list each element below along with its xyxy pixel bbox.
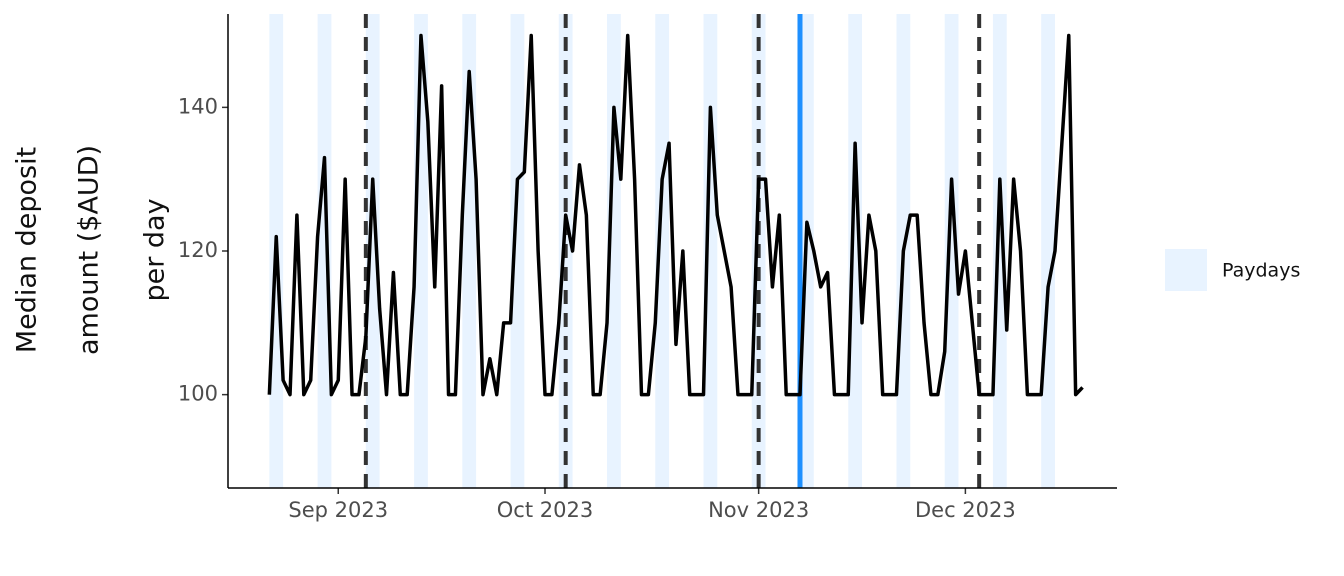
y-tick-label: 140: [178, 94, 218, 118]
payday-band: [365, 14, 380, 488]
data-line: [267, 33, 1084, 397]
payday-band: [1041, 14, 1055, 488]
y-tick-label: 100: [178, 382, 218, 406]
payday-band: [510, 14, 525, 488]
x-tick-label: Oct 2023: [497, 498, 593, 522]
legend-label: Paydays: [1222, 260, 1300, 282]
payday-band: [992, 14, 1007, 488]
y-tick-label: 120: [178, 238, 218, 262]
y-axis-title: Median deposit amount ($AUD) per day: [12, 145, 171, 355]
payday-band: [317, 14, 332, 488]
y-label-line: Median deposit: [12, 147, 43, 353]
x-tick-label: Nov 2023: [708, 498, 809, 522]
payday-band: [703, 14, 718, 488]
x-tick-label: Sep 2023: [288, 498, 388, 522]
y-label-line: per day: [140, 198, 171, 301]
payday-band: [944, 14, 959, 488]
x-tick-label: Dec 2023: [915, 498, 1016, 522]
payday-band: [655, 14, 670, 488]
y-label-line: amount ($AUD): [74, 145, 105, 355]
legend-swatch: [1165, 249, 1207, 291]
payday-band: [848, 14, 863, 488]
